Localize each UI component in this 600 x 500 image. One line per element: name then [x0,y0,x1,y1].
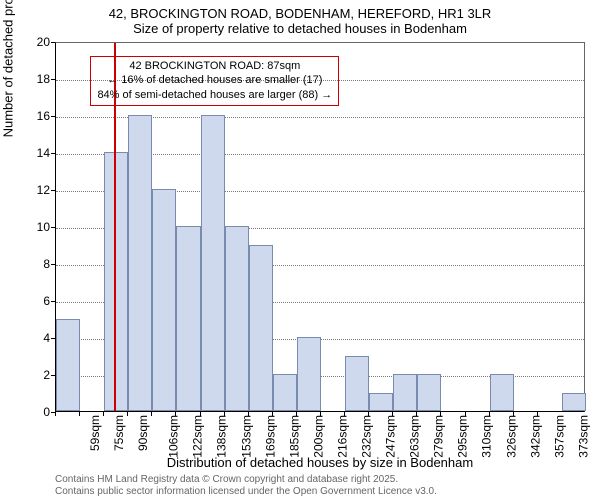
x-tick-label: 310sqm [480,415,494,458]
histogram-bar [297,337,321,411]
y-tick-label: 18 [10,72,50,86]
x-tick-label: 357sqm [552,415,566,458]
x-tick-label: 90sqm [136,415,150,451]
y-tick-mark [51,116,55,117]
x-tick-mark [200,412,201,416]
histogram-bar [490,374,514,411]
attribution-line2: Contains public sector information licen… [55,486,437,498]
x-tick-label: 295sqm [456,415,470,458]
x-tick-mark [392,412,393,416]
histogram-bar [249,245,273,412]
x-tick-label: 342sqm [528,415,542,458]
x-tick-label: 232sqm [360,415,374,458]
chart-titles: 42, BROCKINGTON ROAD, BODENHAM, HEREFORD… [0,6,600,36]
x-tick-label: 326sqm [504,415,518,458]
y-tick-label: 2 [10,368,50,382]
x-tick-label: 138sqm [215,415,229,458]
plot-area: 42 BROCKINGTON ROAD: 87sqm← 16% of detac… [55,42,585,412]
histogram-bar [393,374,417,411]
x-tick-mark [103,412,104,416]
x-tick-mark [320,412,321,416]
x-tick-mark [151,412,152,416]
x-tick-mark [296,412,297,416]
y-tick-label: 4 [10,331,50,345]
x-tick-mark [175,412,176,416]
y-tick-mark [51,338,55,339]
y-tick-label: 14 [10,146,50,160]
x-tick-mark [248,412,249,416]
x-tick-label: 216sqm [336,415,350,458]
x-tick-label: 153sqm [239,415,253,458]
histogram-bar [225,226,249,411]
x-tick-mark [344,412,345,416]
x-tick-label: 263sqm [408,415,422,458]
y-tick-label: 8 [10,257,50,271]
histogram-chart: 42, BROCKINGTON ROAD, BODENHAM, HEREFORD… [0,0,600,500]
x-tick-mark [272,412,273,416]
x-tick-mark [416,412,417,416]
x-tick-label: 185sqm [287,415,301,458]
attribution-text: Contains HM Land Registry data © Crown c… [55,474,437,498]
x-tick-mark [537,412,538,416]
x-tick-mark [513,412,514,416]
x-tick-label: 373sqm [577,415,591,458]
y-tick-mark [51,79,55,80]
histogram-bar [176,226,200,411]
x-tick-mark [127,412,128,416]
annotation-line: ← 16% of detached houses are smaller (17… [97,73,332,88]
x-tick-mark [440,412,441,416]
y-tick-label: 12 [10,183,50,197]
x-tick-label: 106sqm [167,415,181,458]
annotation-line: 42 BROCKINGTON ROAD: 87sqm [97,59,332,74]
x-tick-label: 247sqm [384,415,398,458]
y-tick-label: 16 [10,109,50,123]
chart-title-line1: 42, BROCKINGTON ROAD, BODENHAM, HEREFORD… [0,6,600,21]
y-tick-label: 20 [10,35,50,49]
annotation-box: 42 BROCKINGTON ROAD: 87sqm← 16% of detac… [90,56,339,107]
y-tick-mark [51,301,55,302]
x-tick-mark [224,412,225,416]
histogram-bar [369,393,393,412]
histogram-bar [562,393,586,412]
y-tick-mark [51,375,55,376]
x-tick-label: 59sqm [88,415,102,451]
x-tick-label: 200sqm [312,415,326,458]
histogram-bar [104,152,128,411]
annotation-line: 84% of semi-detached houses are larger (… [97,88,332,103]
x-tick-mark [368,412,369,416]
y-tick-mark [51,190,55,191]
y-tick-label: 6 [10,294,50,308]
histogram-bar [417,374,441,411]
y-tick-mark [51,264,55,265]
x-tick-label: 75sqm [112,415,126,451]
histogram-bar [273,374,297,411]
x-tick-label: 169sqm [263,415,277,458]
histogram-bar [56,319,80,412]
x-tick-mark [79,412,80,416]
histogram-bar [345,356,369,412]
x-tick-label: 279sqm [432,415,446,458]
attribution-line1: Contains HM Land Registry data © Crown c… [55,474,437,486]
y-tick-label: 10 [10,220,50,234]
x-tick-mark [55,412,56,416]
histogram-bar [128,115,152,411]
y-tick-mark [51,153,55,154]
x-tick-mark [489,412,490,416]
histogram-bar [201,115,225,411]
y-tick-mark [51,227,55,228]
y-tick-mark [51,42,55,43]
chart-title-line2: Size of property relative to detached ho… [0,21,600,36]
x-axis-label: Distribution of detached houses by size … [55,455,585,470]
x-tick-label: 122sqm [191,415,205,458]
histogram-bar [152,189,176,411]
x-tick-mark [465,412,466,416]
y-tick-label: 0 [10,405,50,419]
